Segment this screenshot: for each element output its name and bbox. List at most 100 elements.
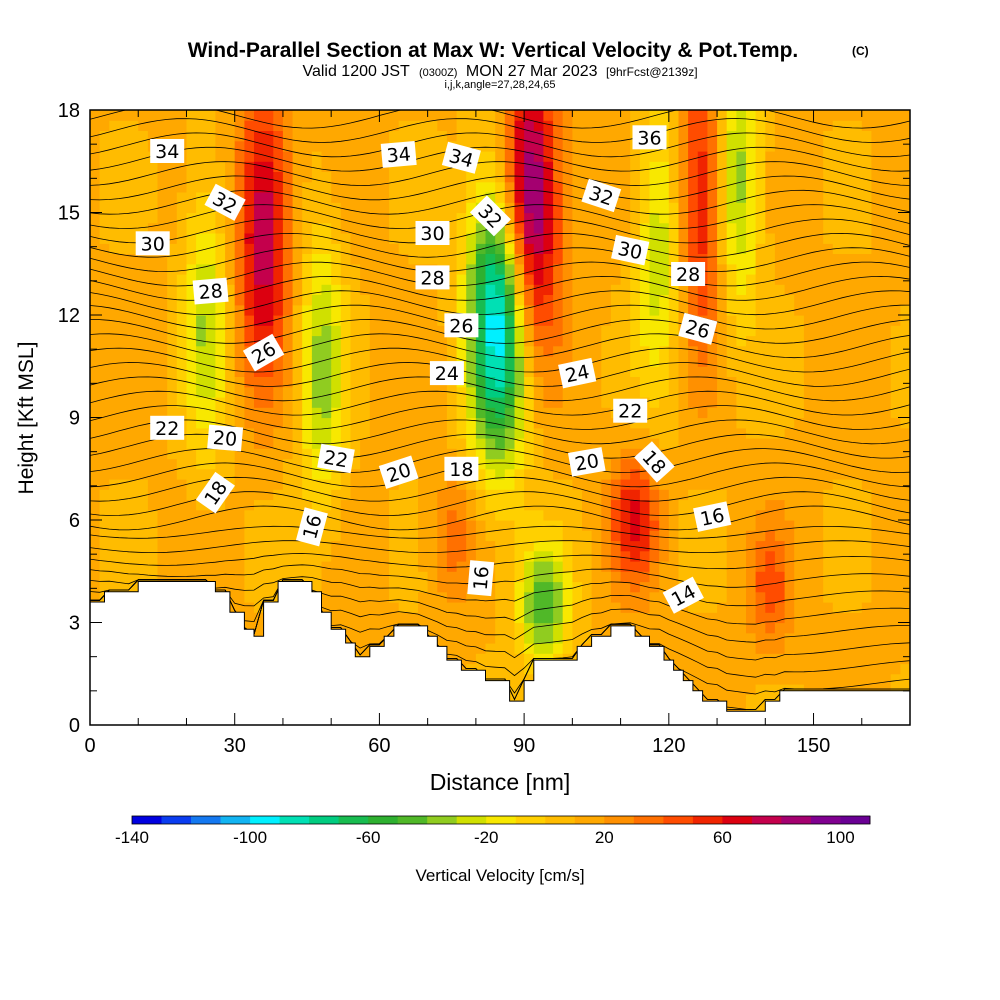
field-cell	[707, 540, 718, 552]
field-cell	[186, 376, 197, 388]
field-cell	[736, 632, 747, 644]
field-cell	[205, 530, 216, 542]
field-cell	[543, 263, 554, 275]
field-cell	[639, 161, 651, 172]
field-cell	[128, 192, 139, 203]
field-cell	[881, 294, 892, 306]
field-cell	[234, 222, 245, 234]
field-cell	[205, 151, 216, 162]
field-cell	[128, 233, 139, 244]
field-cell	[514, 397, 525, 408]
field-cell	[765, 673, 776, 685]
field-cell	[813, 673, 824, 685]
field-cell	[398, 509, 409, 521]
field-cell	[147, 130, 159, 142]
field-cell	[852, 397, 863, 408]
field-cell	[379, 591, 390, 603]
field-cell	[774, 356, 786, 367]
field-cell	[475, 448, 487, 460]
field-cell	[881, 509, 892, 521]
field-cell	[832, 263, 843, 275]
field-cell	[196, 520, 207, 531]
field-cell	[389, 284, 400, 295]
field-cell	[273, 140, 284, 152]
field-cell	[273, 253, 284, 265]
field-cell	[369, 581, 380, 593]
field-cell	[446, 263, 458, 275]
field-cell	[562, 304, 573, 316]
field-cell	[871, 561, 882, 572]
field-cell	[225, 120, 236, 131]
field-cell	[311, 181, 323, 193]
field-cell	[871, 653, 882, 665]
field-cell	[746, 643, 757, 654]
field-cell	[369, 181, 380, 193]
field-cell	[456, 520, 467, 531]
field-cell	[369, 120, 380, 131]
field-cell	[543, 202, 554, 214]
field-cell	[495, 663, 506, 675]
field-cell	[495, 161, 506, 172]
field-cell	[688, 530, 699, 542]
field-cell	[360, 130, 371, 142]
field-cell	[591, 120, 602, 131]
field-cell	[99, 345, 110, 357]
field-cell	[668, 325, 679, 337]
field-cell	[852, 643, 863, 654]
field-cell	[678, 438, 689, 449]
field-cell	[311, 550, 323, 562]
field-cell	[726, 397, 737, 408]
field-cell	[360, 212, 371, 224]
field-cell	[311, 540, 323, 552]
field-cell	[215, 161, 226, 172]
field-cell	[205, 171, 216, 183]
field-cell	[813, 376, 824, 388]
field-cell	[861, 315, 872, 326]
field-cell	[157, 520, 168, 531]
field-cell	[446, 427, 458, 439]
field-cell	[803, 458, 815, 470]
field-cell	[562, 335, 573, 347]
field-cell	[408, 356, 419, 367]
field-cell	[774, 622, 786, 634]
field-cell	[446, 530, 458, 542]
field-cell	[254, 294, 265, 306]
field-cell	[186, 253, 197, 265]
field-cell	[582, 622, 593, 634]
field-cell	[765, 151, 776, 162]
field-cell	[649, 345, 660, 357]
field-cell	[871, 253, 882, 265]
field-cell	[784, 468, 795, 480]
field-cell	[282, 212, 294, 224]
field-cell	[466, 397, 477, 408]
field-cell	[205, 366, 216, 377]
field-cell	[311, 448, 323, 460]
field-cell	[765, 315, 776, 326]
field-cell	[427, 591, 438, 603]
field-cell	[350, 171, 361, 183]
field-cell	[852, 294, 863, 306]
field-cell	[688, 561, 699, 572]
field-cell	[543, 120, 554, 131]
field-cell	[717, 602, 728, 613]
field-cell	[852, 130, 863, 142]
field-cell	[360, 489, 371, 501]
field-cell	[794, 294, 805, 306]
field-cell	[736, 233, 747, 244]
field-cell	[697, 110, 708, 121]
field-cell	[205, 448, 216, 460]
field-cell	[659, 243, 670, 254]
field-cell	[582, 591, 593, 603]
field-cell	[408, 540, 419, 552]
field-cell	[591, 130, 602, 142]
field-cell	[456, 591, 467, 603]
field-cell	[736, 130, 747, 142]
field-cell	[524, 253, 535, 265]
field-cell	[263, 315, 274, 326]
field-cell	[610, 120, 622, 131]
field-cell	[456, 530, 467, 542]
field-cell	[263, 571, 274, 583]
field-cell	[794, 520, 805, 531]
field-cell	[784, 622, 795, 634]
field-cell	[90, 110, 101, 121]
